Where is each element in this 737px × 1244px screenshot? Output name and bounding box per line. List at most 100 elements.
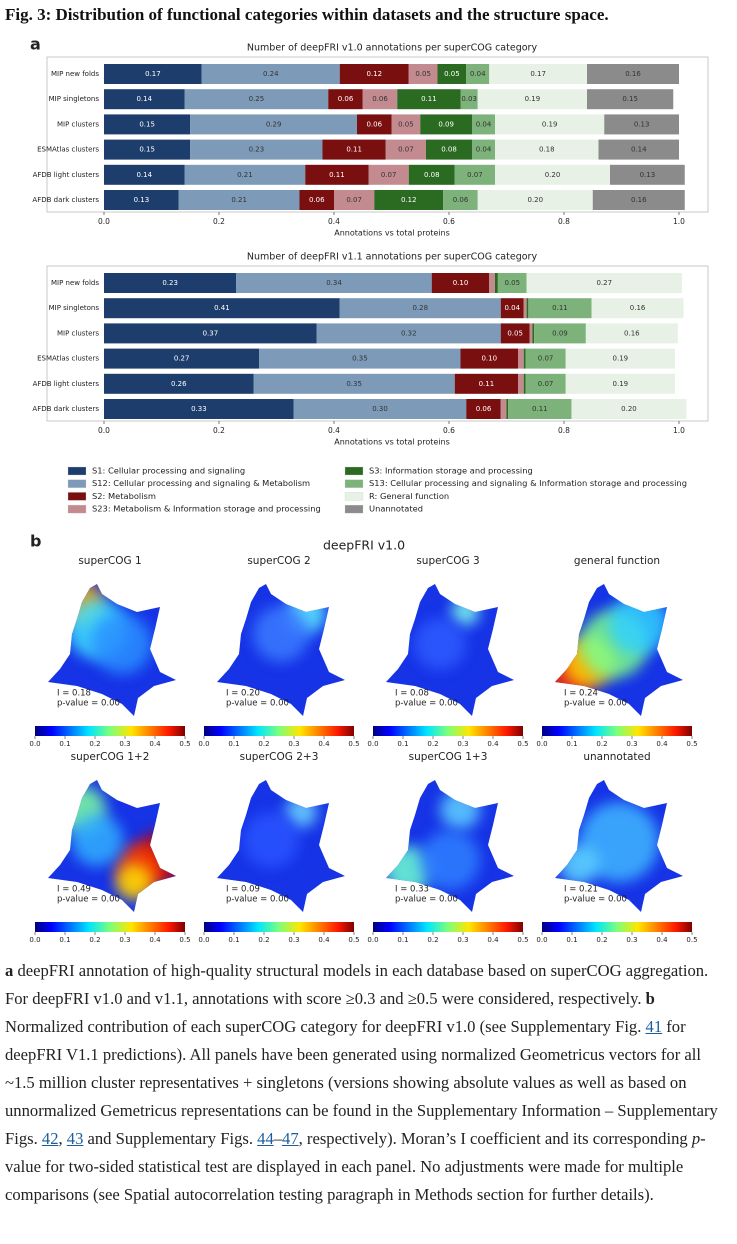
heat-spot	[579, 802, 659, 882]
value-label: 0.12	[366, 70, 382, 78]
p-value: p-value = 0.00	[57, 699, 120, 709]
x-tick-label: 0.2	[213, 217, 225, 226]
bar-segment	[385, 139, 426, 160]
colorbar	[542, 726, 692, 736]
figure-title: Fig. 3: Distribution of functional categ…	[5, 5, 609, 24]
colorbar-tick-label: 0.2	[89, 740, 100, 748]
caption-text: –	[273, 1129, 283, 1148]
caption-text: and Supplementary Figs.	[83, 1129, 258, 1148]
bar-segment	[374, 190, 444, 210]
colorbar-tick-label: 0.4	[149, 936, 161, 944]
colorbar-tick-label: 0.4	[656, 936, 668, 944]
heat-spot	[414, 618, 466, 670]
caption-text: ,	[58, 1129, 67, 1148]
bar-segment	[472, 114, 495, 135]
figure: a b Number of deepFRI v1.0 annotations p…	[29, 35, 709, 944]
colorbar-tick-label: 0.3	[457, 740, 468, 748]
bar-segment	[592, 190, 685, 210]
bar-segment	[104, 348, 260, 369]
bar-segment	[497, 273, 527, 293]
value-label: 0.19	[613, 355, 629, 363]
category-label: MIP new folds	[51, 279, 99, 287]
value-label: 0.05	[415, 70, 431, 78]
colorbar-tick-label: 0.2	[427, 936, 438, 944]
colorbar-tick-label: 0.1	[566, 936, 577, 944]
colorbar-tick-label: 0.5	[348, 740, 359, 748]
plot-frame	[46, 265, 709, 422]
value-label: 0.11	[532, 405, 548, 413]
bar-segment	[322, 139, 386, 160]
caption-link[interactable]: 41	[645, 1017, 663, 1036]
p-value: p-value = 0.00	[395, 895, 458, 905]
colorbar-tick-label: 0.5	[179, 936, 190, 944]
bar-segment	[443, 190, 478, 210]
value-label: 0.07	[346, 196, 362, 204]
colorbar-tick-label: 0.1	[59, 936, 70, 944]
value-label: 0.27	[596, 279, 612, 287]
value-label: 0.20	[527, 196, 543, 204]
bar-segment	[518, 348, 524, 369]
bar-segment	[525, 373, 566, 394]
moran-stat: I = 0.24	[564, 689, 598, 699]
bar-segment	[368, 164, 409, 185]
legend-label: S2: Metabolism	[92, 491, 156, 501]
x-axis-label: Annotations vs total proteins	[334, 229, 449, 238]
legend-label: S1: Cellular processing and signaling	[92, 466, 245, 476]
caption-link[interactable]: 44	[257, 1129, 274, 1148]
bar-segment	[184, 89, 329, 110]
value-label: 0.07	[538, 355, 554, 363]
bar-segment	[104, 298, 340, 319]
p-value: p-value = 0.00	[57, 895, 120, 905]
colorbar-tick-label: 0.4	[149, 740, 161, 748]
value-label: 0.41	[214, 304, 230, 312]
map-title: superCOG 2	[247, 555, 310, 567]
x-tick-label: 0.4	[328, 426, 340, 435]
chart-title: Number of deepFRI v1.1 annotations per s…	[247, 252, 538, 263]
map-title: superCOG 1+3	[409, 751, 488, 763]
caption-link[interactable]: 43	[66, 1129, 84, 1148]
p-value: p-value = 0.00	[564, 699, 627, 709]
colorbar	[204, 922, 354, 932]
bar-segment	[500, 298, 524, 319]
p-value: p-value = 0.00	[564, 895, 627, 905]
map-title: superCOG 2+3	[240, 751, 319, 763]
colorbar-tick-label: 0.2	[427, 740, 438, 748]
colorbar-tick-label: 0.2	[89, 936, 100, 944]
value-label: 0.09	[552, 329, 568, 337]
value-label: 0.17	[145, 70, 161, 78]
bar-segment	[571, 399, 687, 419]
caption-italic: p	[691, 1129, 701, 1148]
colorbar-tick-label: 0.3	[626, 740, 637, 748]
bar-segment	[495, 114, 605, 135]
bar-segment	[532, 323, 535, 344]
colorbar	[35, 922, 185, 932]
value-label: 0.06	[366, 120, 382, 128]
bar-segment	[339, 298, 501, 319]
value-label: 0.20	[621, 405, 637, 413]
value-label: 0.06	[309, 196, 325, 204]
caption-link[interactable]: 47	[282, 1129, 299, 1148]
value-label: 0.05	[398, 120, 414, 128]
bar-segment	[454, 373, 518, 394]
grid-title: deepFRI v1.0	[323, 538, 405, 553]
category-label: AFDB light clusters	[33, 380, 100, 388]
value-label: 0.16	[624, 329, 640, 337]
caption-link[interactable]: 42	[41, 1129, 59, 1148]
heat-spot	[609, 594, 669, 654]
colorbar-tick-label: 0.5	[348, 936, 359, 944]
value-label: 0.33	[191, 405, 207, 413]
map-heat	[60, 584, 152, 674]
bar-segment	[508, 399, 572, 419]
value-label: 0.14	[136, 171, 152, 179]
x-tick-label: 0.2	[213, 426, 225, 435]
bar-segment	[184, 164, 306, 185]
bar-segment	[397, 89, 461, 110]
bar-segment	[526, 298, 529, 319]
value-label: 0.07	[538, 380, 554, 388]
caption-text: , respectively). Moran’s I coefficient a…	[298, 1129, 692, 1148]
bar-segment	[472, 139, 495, 160]
bar-segment	[495, 164, 610, 185]
bar-segment	[104, 139, 191, 160]
value-label: 0.12	[401, 196, 417, 204]
category-label: MIP singletons	[49, 304, 100, 312]
